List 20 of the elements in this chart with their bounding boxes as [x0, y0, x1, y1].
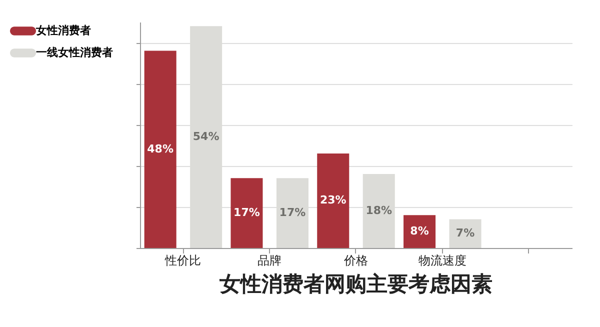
data-label: 23% — [320, 194, 346, 207]
data-label: 17% — [279, 206, 306, 220]
data-label: 7% — [456, 226, 475, 240]
x-tick-label: 性价比 — [164, 254, 202, 268]
bar — [317, 153, 350, 248]
x-tick-label: 物流速度 — [418, 254, 466, 268]
data-label: 54% — [192, 130, 220, 144]
legend-label: 女性消费者 — [35, 24, 91, 37]
data-label: 48% — [147, 142, 174, 156]
legend-label: 一线女性消费者 — [36, 46, 113, 59]
text: 女性消费者网购主要考虑因素 — [218, 272, 492, 296]
bar — [144, 50, 176, 248]
x-tick-label: 品牌 — [258, 254, 282, 268]
bar — [404, 215, 436, 248]
data-label: 17% — [234, 206, 260, 220]
bar — [449, 219, 482, 248]
data-label: 8% — [410, 224, 429, 238]
x-tick-label: 价格 — [343, 254, 368, 268]
bar — [230, 178, 263, 248]
data-label: 18% — [366, 204, 392, 218]
